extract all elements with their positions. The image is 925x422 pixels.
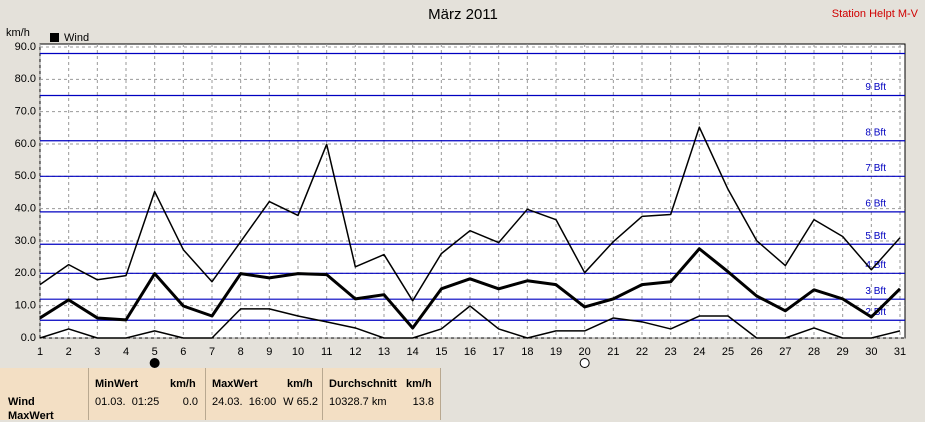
col-header: MaxWert: [212, 378, 258, 390]
x-tick-label: 15: [435, 346, 447, 358]
x-tick-label: 24: [693, 346, 705, 358]
x-tick-label: 26: [751, 346, 763, 358]
x-tick-label: 1: [37, 346, 43, 358]
wind-line: [39, 305, 901, 339]
x-tick-label: 4: [123, 346, 129, 358]
x-tick-label: 7: [209, 346, 215, 358]
separator: [205, 368, 206, 420]
x-tick-label: 16: [464, 346, 476, 358]
chart-title: März 2011: [428, 6, 498, 23]
y-tick-label: 30.0: [15, 235, 36, 247]
x-tick-label: 12: [349, 346, 361, 358]
col-unit: km/h: [406, 378, 432, 390]
x-tick-label: 29: [837, 346, 849, 358]
x-tick-label: 10: [292, 346, 304, 358]
x-tick-label: 2: [66, 346, 72, 358]
x-tick-label: 17: [493, 346, 505, 358]
col-header: MinWert: [95, 378, 139, 390]
wind-line: [39, 247, 902, 330]
cell: 13.8: [412, 396, 434, 408]
x-tick-label: 19: [550, 346, 562, 358]
legend-swatch: [50, 33, 59, 42]
x-tick-label: 6: [180, 346, 186, 358]
separator: [322, 368, 323, 420]
y-tick-label: 20.0: [15, 267, 36, 279]
y-tick-label: 50.0: [15, 170, 36, 182]
y-tick-label: 10.0: [15, 300, 36, 312]
station: Station Helpt M-V: [832, 8, 919, 20]
beaufort-label: 3 Bft: [865, 286, 886, 297]
col-unit: km/h: [170, 378, 196, 390]
y-label: km/h: [6, 27, 30, 39]
moon-marker: [579, 358, 590, 368]
y-tick-label: 90.0: [15, 41, 36, 53]
separator: [88, 368, 89, 420]
moon-marker: [149, 358, 160, 368]
cell: W 65.2: [283, 396, 318, 408]
y-tick-label: 80.0: [15, 73, 36, 85]
x-tick-label: 20: [579, 346, 591, 358]
y-tick-label: 40.0: [15, 203, 36, 215]
x-tick-label: 23: [665, 346, 677, 358]
beaufort-label: 9 Bft: [865, 82, 886, 93]
plot-area: [39, 43, 906, 339]
chart: März 2011 Station Helpt M-V km/h Wind 0.…: [6, 6, 919, 368]
cell: 10328.7 km: [329, 396, 387, 408]
x-tick-label: 31: [894, 346, 906, 358]
cell: 0.0: [182, 396, 198, 408]
x-tick-label: 13: [378, 346, 390, 358]
beaufort-label: 8 Bft: [865, 127, 886, 138]
x-tick-label: 5: [152, 346, 158, 358]
separator: [440, 368, 441, 420]
beaufort-label: 6 Bft: [865, 199, 886, 210]
cell: 01.03. 01:25: [95, 396, 160, 408]
x-tick-label: 8: [238, 346, 244, 358]
cell: 24.03. 16:00: [212, 396, 277, 408]
x-tick-label: 3: [94, 346, 100, 358]
y-tick-label: 60.0: [15, 138, 36, 150]
beaufort-label: 5 Bft: [865, 231, 886, 242]
x-tick-label: 11: [321, 346, 332, 358]
beaufort-label: 7 Bft: [865, 163, 886, 174]
col-header: Durchschnitt: [329, 378, 397, 390]
x-tick-label: 9: [266, 346, 272, 358]
row-label: MaxWert: [8, 410, 54, 422]
x-tick-label: 27: [779, 346, 791, 358]
x-tick-label: 30: [865, 346, 877, 358]
x-tick-label: 25: [722, 346, 734, 358]
y-tick-label: 70.0: [15, 106, 36, 118]
x-tick-label: 28: [808, 346, 820, 358]
col-unit: km/h: [287, 378, 313, 390]
x-tick-label: 22: [636, 346, 648, 358]
wind-line: [39, 126, 901, 302]
legend-label: Wind: [64, 32, 89, 44]
x-tick-label: 21: [607, 346, 619, 358]
x-tick-label: 18: [521, 346, 533, 358]
y-tick-label: 0.0: [21, 332, 36, 344]
summary-table: Wind MaxWert MinWert km/h 01.03. 01:25 0…: [0, 368, 441, 422]
x-tick-label: 14: [407, 346, 419, 358]
row-label: Wind: [8, 396, 35, 408]
